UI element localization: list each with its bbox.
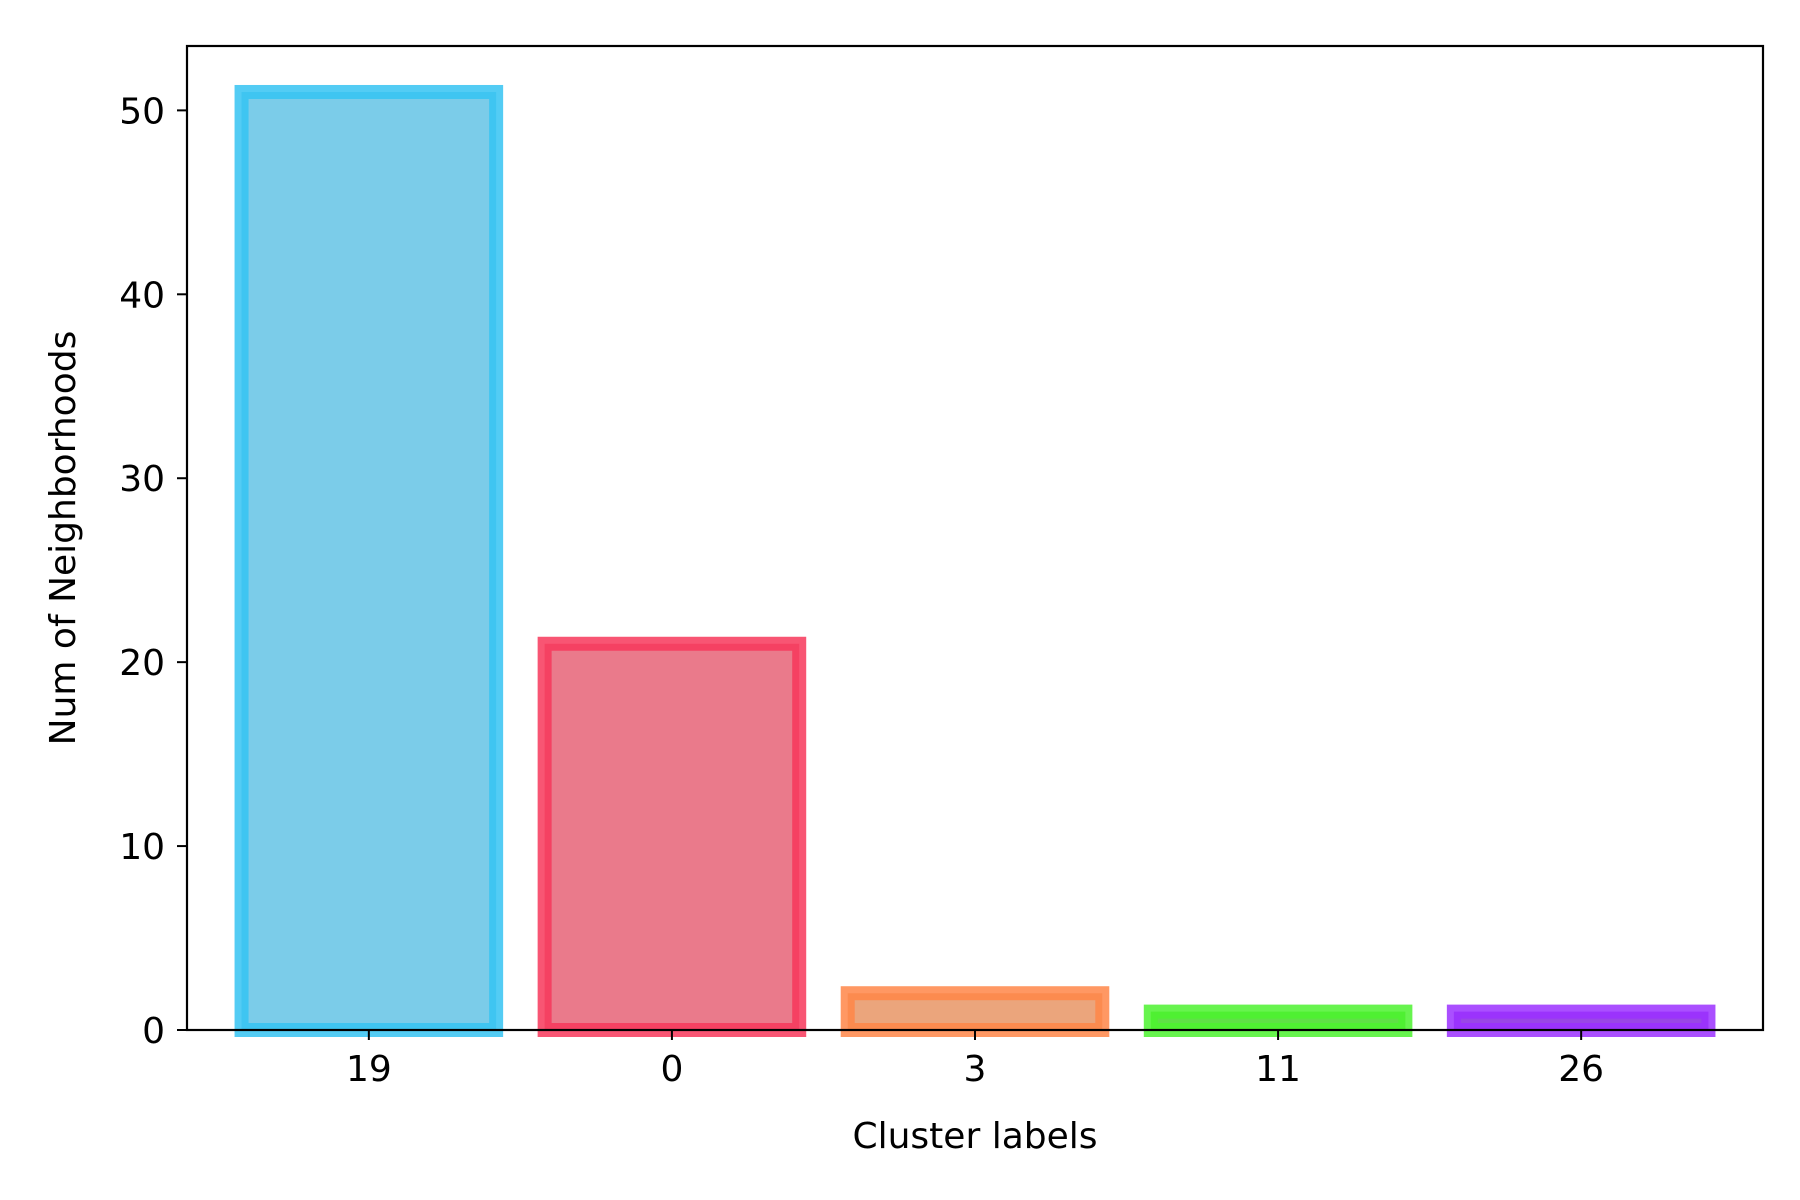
bar-3 bbox=[840, 986, 1110, 1038]
y-tick-label: 20 bbox=[119, 643, 165, 684]
y-tick-label: 50 bbox=[119, 91, 165, 132]
x-axis-ticks: 19 0 3 11 26 bbox=[346, 1030, 1604, 1090]
bar-19 bbox=[234, 84, 504, 1037]
y-axis-ticks: 0 10 20 30 40 50 bbox=[119, 91, 187, 1052]
y-tick-label: 30 bbox=[119, 459, 165, 500]
y-tick-label: 10 bbox=[119, 827, 165, 868]
bars-group bbox=[234, 84, 1716, 1038]
x-tick-label: 26 bbox=[1558, 1049, 1604, 1090]
y-tick-label: 0 bbox=[142, 1011, 165, 1052]
y-tick-label: 40 bbox=[119, 275, 165, 316]
bar-0 bbox=[537, 636, 807, 1037]
x-tick-label: 11 bbox=[1255, 1049, 1301, 1090]
bar-26 bbox=[1446, 1004, 1716, 1038]
x-tick-label: 19 bbox=[346, 1049, 392, 1090]
bar-11 bbox=[1143, 1004, 1413, 1038]
x-tick-label: 3 bbox=[964, 1049, 987, 1090]
y-axis-label: Num of Neighborhoods bbox=[43, 331, 84, 746]
x-axis-label: Cluster labels bbox=[852, 1116, 1097, 1157]
x-tick-label: 0 bbox=[660, 1049, 683, 1090]
